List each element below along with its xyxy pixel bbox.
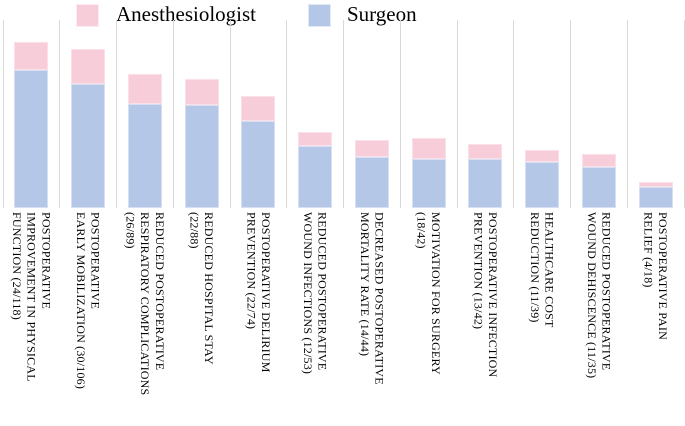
- x-axis-label-line: IMPROVEMENT IN PHYSICAL: [24, 212, 39, 382]
- gridline: [570, 20, 571, 208]
- x-axis-label: REDUCED POSTOPERATIVE WOUND INFECTIONS (1…: [301, 212, 330, 426]
- gridline: [286, 20, 288, 208]
- x-axis-label-line: WOUND INFECTIONS (12/53): [301, 212, 316, 375]
- x-axis-label: REDUCED HOSPITAL STAY (22/88): [187, 212, 217, 426]
- bar-segment-anesthesiologist: [468, 143, 503, 159]
- x-axis-label-line: (18/42): [414, 212, 429, 249]
- x-axis-label: REDUCED POSTOPERATIVE RESPIRATORY COMPLIC…: [123, 212, 167, 426]
- bar-segment-surgeon: [581, 167, 616, 208]
- x-axis-label-line: RESPIRATORY COMPLICATIONS: [138, 212, 153, 396]
- bar-segment-surgeon: [71, 84, 106, 208]
- x-axis-label-line: HEALTHCARE COST: [542, 212, 557, 328]
- x-axis-label-line: POSTOPERATIVE PAIN: [656, 212, 671, 340]
- x-axis-label: MOTIVATION FOR SURGERY (18/42): [414, 212, 444, 426]
- gridline: [59, 20, 61, 208]
- gridline: [683, 20, 685, 208]
- gridline: [116, 20, 117, 208]
- bar-segment-surgeon: [411, 158, 446, 208]
- x-axis-label: HEALTHCARE COST REDUCTION (11/39): [528, 212, 557, 426]
- x-axis-label: REDUCED POSTOPERATIVE WOUND DEHISCENCE (1…: [584, 212, 614, 426]
- x-axis-label-line: POSTOPERATIVE INFECTION: [485, 212, 500, 378]
- x-axis-label-line: WOUND DEHISCENCE (11/35): [584, 212, 599, 379]
- gridline: [229, 20, 231, 208]
- x-axis-label-line: RELIEF (4/18): [641, 212, 656, 288]
- x-axis-label-line: REDUCED POSTOPERATIVE: [599, 212, 614, 371]
- x-axis-label-line: POSTOPERATIVE: [39, 212, 54, 310]
- x-axis-label-line: PREVENTION (13/42): [471, 212, 486, 330]
- bar-segment-surgeon: [468, 158, 503, 208]
- bar-segment-surgeon: [184, 105, 219, 208]
- bar-segment-anesthesiologist: [411, 137, 446, 159]
- bar-segment-anesthesiologist: [184, 79, 219, 106]
- x-axis-label: POSTOPERATIVE INFECTION PREVENTION (13/42…: [471, 212, 500, 426]
- x-axis-label-line: REDUCED POSTOPERATIVE: [152, 212, 167, 371]
- x-axis-label-line: MORTALITY RATE (14/44): [357, 212, 372, 357]
- bar-segment-anesthesiologist: [14, 42, 49, 71]
- gridline: [343, 20, 344, 208]
- x-axis-label: POSTOPERATIVE DELIRIUM PREVENTION (22/74): [244, 212, 273, 426]
- x-axis-label: POSTOPERATIVE IMPROVEMENT IN PHYSICAL FUNC…: [9, 212, 53, 426]
- x-axis-label-line: MOTIVATION FOR SURGERY: [429, 212, 444, 375]
- x-axis-label-line: REDUCED HOSPITAL STAY: [202, 212, 217, 365]
- x-axis-label-line: EARLY MOBILIZATION (30/106): [74, 212, 89, 390]
- x-axis-label-line: (22/88): [187, 212, 202, 249]
- gridline: [626, 20, 628, 208]
- x-axis-label: POSTOPERATIVE EARLY MOBILIZATION (30/106): [74, 212, 103, 426]
- bar-segment-surgeon: [354, 156, 389, 208]
- x-axis-label-line: REDUCED POSTOPERATIVE: [315, 212, 330, 371]
- gridline: [456, 20, 458, 208]
- x-axis-label-line: (26/89): [123, 212, 138, 249]
- bar-segment-anesthesiologist: [241, 95, 276, 122]
- gridline: [513, 20, 515, 208]
- x-axis-label: POSTOPERATIVE PAIN RELIEF (4/18): [641, 212, 671, 426]
- bar-segment-surgeon: [525, 162, 560, 208]
- bar-segment-anesthesiologist: [127, 73, 162, 104]
- gridline: [2, 20, 4, 208]
- gridline: [399, 20, 401, 208]
- bar-segment-surgeon: [298, 146, 333, 208]
- bar-segment-surgeon: [127, 103, 162, 208]
- legend-swatch-surgeon: [308, 4, 331, 27]
- x-axis-label-line: DECREASED POSTOPERATIVE: [372, 212, 387, 385]
- legend-label-anesthesiologist: Anesthesiologist: [116, 2, 256, 26]
- bar-segment-surgeon: [14, 70, 49, 208]
- legend-label-surgeon: Surgeon: [347, 2, 417, 26]
- bar-segment-surgeon: [638, 186, 673, 208]
- x-axis-label-line: POSTOPERATIVE: [88, 212, 103, 310]
- x-axis-label-line: FUNCTION (24/118): [10, 212, 25, 320]
- x-axis-label: DECREASED POSTOPERATIVE MORTALITY RATE (1…: [357, 212, 387, 426]
- x-axis-label-line: POSTOPERATIVE DELIRIUM: [258, 212, 273, 373]
- bar-segment-anesthesiologist: [354, 140, 389, 157]
- bar-segment-anesthesiologist: [638, 182, 673, 187]
- bar-segment-anesthesiologist: [298, 132, 333, 147]
- bar-segment-surgeon: [241, 121, 276, 208]
- x-axis-label-line: REDUCTION (11/39): [528, 212, 543, 323]
- bar-segment-anesthesiologist: [71, 49, 106, 85]
- bar-segment-anesthesiologist: [525, 149, 560, 163]
- legend-swatch-anesthesiologist: [76, 4, 99, 27]
- x-axis-label-line: PREVENTION (22/74): [244, 212, 259, 330]
- gridline: [172, 20, 174, 208]
- bar-segment-anesthesiologist: [581, 154, 616, 168]
